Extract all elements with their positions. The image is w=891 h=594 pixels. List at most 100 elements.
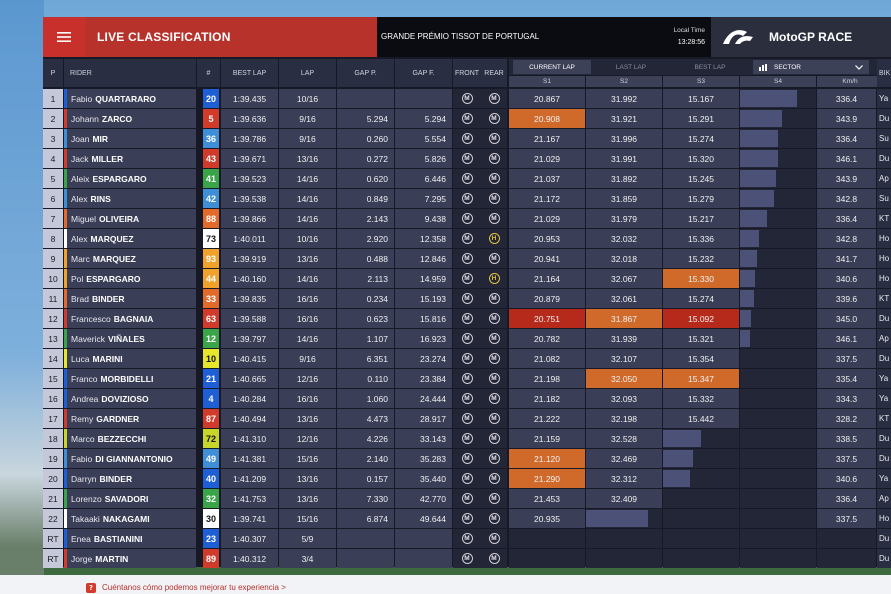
rider-cell[interactable]: Luca MARINI — [64, 349, 196, 368]
tab-best-lap[interactable]: BEST LAP — [694, 63, 726, 71]
col-gap-p[interactable]: GAP P. — [337, 59, 394, 87]
rider-cell[interactable]: Marco BEZZECCHI — [64, 429, 196, 448]
sector-1-cell: 21.029 — [509, 149, 585, 168]
rider-cell[interactable]: Fabio QUARTARARO — [64, 89, 196, 108]
best-lap-cell: 1:39.797 — [221, 329, 278, 348]
rider-cell[interactable]: Alex MARQUEZ — [64, 229, 196, 248]
col-number[interactable]: # — [197, 59, 220, 87]
tyre-rear-cell: M — [481, 409, 507, 428]
rider-last-name: BAGNAIA — [113, 313, 154, 324]
tyre-front-cell: M — [453, 549, 481, 568]
col-rear[interactable]: REAR — [481, 59, 507, 87]
rider-cell[interactable]: Alex RINS — [64, 189, 196, 208]
bike-cell: Ho — [877, 229, 891, 248]
best-lap-cell: 1:39.523 — [221, 169, 278, 188]
best-lap-cell: 1:40.494 — [221, 409, 278, 428]
gap-previous-cell: 0.157 — [337, 469, 394, 488]
sector-1-cell — [509, 529, 585, 548]
tyre-front-icon: M — [461, 173, 473, 184]
tyre-rear-cell: M — [481, 449, 507, 468]
rider-cell[interactable]: Joan MIR — [64, 129, 196, 148]
rider-cell[interactable]: Enea BASTIANINI — [64, 529, 196, 548]
tyre-rear-icon: M — [488, 413, 500, 424]
sector-2-cell: 32.107 — [586, 349, 662, 368]
rider-cell[interactable]: Johann ZARCO — [64, 109, 196, 128]
gap-previous-cell: 0.272 — [337, 149, 394, 168]
sector-4-cell — [740, 369, 816, 388]
rider-cell[interactable]: Miguel OLIVEIRA — [64, 209, 196, 228]
bike-cell: Ya — [877, 369, 891, 388]
bike-cell: Du — [877, 549, 891, 568]
tyre-rear-cell: M — [481, 549, 507, 568]
col-pos[interactable]: P — [43, 59, 63, 87]
sector-4-cell — [740, 429, 816, 448]
gap-first-cell: 5.826 — [395, 149, 452, 168]
rider-cell[interactable]: Franco MORBIDELLI — [64, 369, 196, 388]
sector-1-cell: 21.037 — [509, 169, 585, 188]
brand-area: MotoGP RACE — [711, 17, 891, 57]
rider-cell[interactable]: Andrea DOVIZIOSO — [64, 389, 196, 408]
col-rider[interactable]: RIDER — [64, 59, 196, 87]
speed-cell: 342.8 — [817, 189, 876, 208]
rider-number-badge: 10 — [203, 349, 219, 368]
menu-button[interactable] — [43, 17, 85, 57]
page-title: LIVE CLASSIFICATION — [85, 17, 377, 57]
team-color-stripe — [64, 349, 67, 368]
tyre-front-icon: M — [461, 153, 473, 164]
col-best-lap[interactable]: BEST LAP — [221, 59, 278, 87]
rider-cell[interactable]: Remy GARDNER — [64, 409, 196, 428]
rider-cell[interactable]: Jorge MARTIN — [64, 549, 196, 568]
col-front[interactable]: FRONT — [453, 59, 481, 87]
rider-cell[interactable]: Brad BINDER — [64, 289, 196, 308]
tyre-rear-cell: M — [481, 209, 507, 228]
rider-cell[interactable]: Maverick VIÑALES — [64, 329, 196, 348]
rider-number-badge: 63 — [203, 309, 219, 328]
lap-cell: 16/16 — [279, 309, 336, 328]
rider-cell[interactable]: Jack MILLER — [64, 149, 196, 168]
gap-previous-cell: 0.234 — [337, 289, 394, 308]
rider-cell[interactable]: Pol ESPARGARO — [64, 269, 196, 288]
col-bike[interactable]: BIK — [877, 59, 891, 87]
feedback-link[interactable]: Cuéntanos cómo podemos mejorar tu experi… — [102, 583, 286, 592]
sector-3-cell: 15.274 — [663, 289, 739, 308]
rider-last-name: ZARCO — [101, 113, 133, 124]
position-cell: 4 — [43, 149, 63, 168]
col-lap[interactable]: LAP — [279, 59, 336, 87]
tab-current-lap[interactable]: CURRENT LAP — [513, 60, 591, 74]
team-color-stripe — [64, 389, 67, 408]
sector-2-cell: 31.992 — [586, 89, 662, 108]
bar-chart-icon — [759, 63, 767, 71]
rider-cell[interactable]: Fabio DI GIANNANTONIO — [64, 449, 196, 468]
best-lap-cell: 1:40.415 — [221, 349, 278, 368]
best-lap-cell: 1:40.312 — [221, 549, 278, 568]
rider-last-name: DI GIANNANTONIO — [95, 453, 173, 464]
rider-first-name: Pol — [71, 273, 84, 284]
tyre-front-icon: M — [461, 433, 473, 444]
team-color-stripe — [64, 329, 67, 348]
sector-3-cell: 15.245 — [663, 169, 739, 188]
rider-cell[interactable]: Lorenzo SAVADORI — [64, 489, 196, 508]
best-lap-cell: 1:39.671 — [221, 149, 278, 168]
gap-previous-cell: 1.060 — [337, 389, 394, 408]
bike-cell: Ya — [877, 89, 891, 108]
col-gap-f[interactable]: GAP F. — [395, 59, 452, 87]
team-color-stripe — [64, 169, 67, 188]
rider-cell[interactable]: Francesco BAGNAIA — [64, 309, 196, 328]
speed-cell: 336.4 — [817, 209, 876, 228]
sector-3-cell — [663, 549, 739, 568]
gap-first-cell: 23.384 — [395, 369, 452, 388]
sector-3-cell: 15.321 — [663, 329, 739, 348]
rider-first-name: Miguel — [71, 213, 97, 224]
sector-dropdown[interactable]: SECTOR — [753, 60, 869, 74]
sector-2-cell: 32.469 — [586, 449, 662, 468]
rider-cell[interactable]: Takaaki NAKAGAMI — [64, 509, 196, 528]
speed-cell: 336.4 — [817, 129, 876, 148]
rider-cell[interactable]: Marc MARQUEZ — [64, 249, 196, 268]
tab-last-lap[interactable]: LAST LAP — [615, 63, 647, 71]
rider-cell[interactable]: Darryn BINDER — [64, 469, 196, 488]
col-s2: S2 — [586, 76, 662, 87]
rider-cell[interactable]: Aleix ESPARGARO — [64, 169, 196, 188]
lap-cell: 16/16 — [279, 289, 336, 308]
sector-4-cell — [740, 549, 816, 568]
sector-1-cell: 20.867 — [509, 89, 585, 108]
